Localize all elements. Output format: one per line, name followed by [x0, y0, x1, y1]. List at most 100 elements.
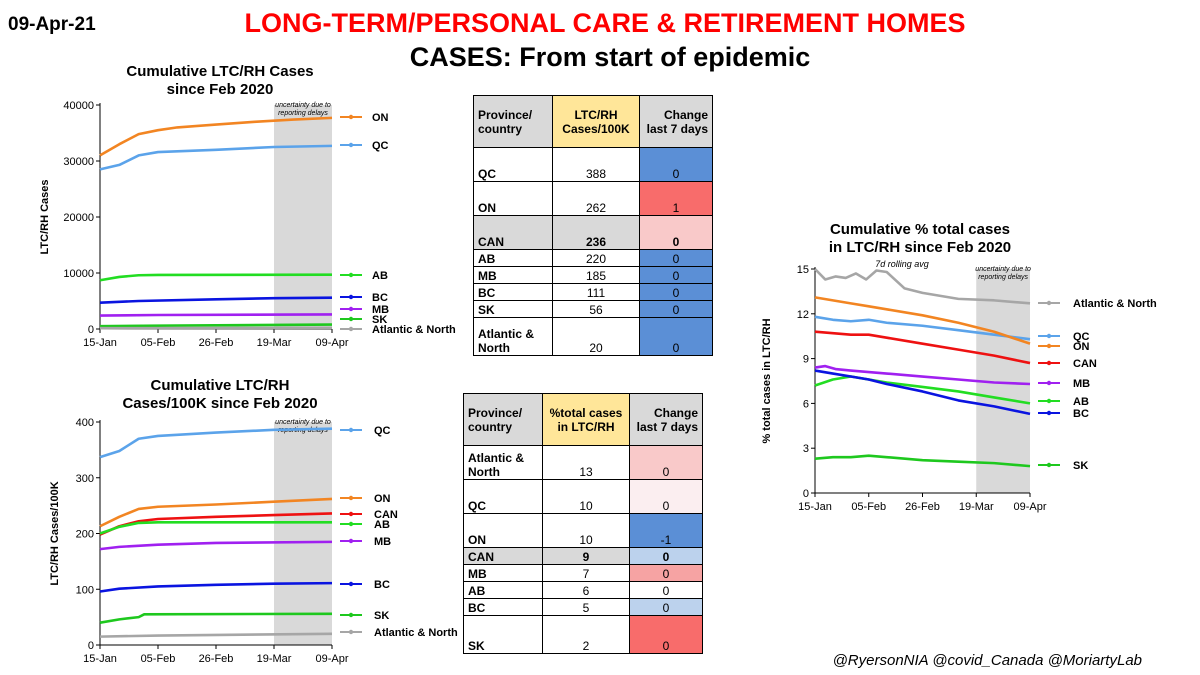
chart3-series-sk	[814, 454, 1031, 468]
chart2-plot: uncertainty due to reporting delays 0 100 20…	[49, 417, 458, 665]
chart3-legend-label: AB	[1073, 396, 1089, 408]
table1-header-cell: Province/ country	[473, 95, 553, 148]
chart1-x-tick-label: 05-Feb	[141, 337, 176, 349]
main-subtitle: CASES: From start of epidemic	[409, 42, 811, 72]
chart3-legend-marker	[1046, 343, 1052, 349]
table2-cell-name: Atlantic & North	[463, 445, 543, 480]
table1-header-cell: LTC/RH Cases/100K	[552, 95, 640, 148]
table1-cell-value: 185	[552, 266, 640, 284]
chart1-y-tick-label: 40000	[63, 100, 94, 112]
table2-cell-name: SK	[463, 615, 543, 654]
table1-cell-change: 0	[639, 215, 713, 250]
table2-cell-value: 13	[542, 445, 630, 480]
table1-row: CAN 236 0	[473, 215, 713, 250]
table1-header-cell: Change last 7 days	[639, 95, 713, 148]
chart3-legend-marker	[1046, 462, 1052, 468]
chart2-legend-marker	[348, 538, 354, 544]
chart2-legend-label: MB	[374, 536, 391, 548]
chart3-legend-marker	[1046, 360, 1052, 366]
table2-cell-value: 2	[542, 615, 630, 654]
table1-cell-name: SK	[473, 300, 553, 318]
table1-header-row: Province/ country LTC/RH Cases/100K Change…	[473, 95, 713, 148]
chart3-y-tick-label: 12	[797, 309, 809, 321]
table1-cell-value: 220	[552, 249, 640, 267]
table2-cell-name: BC	[463, 598, 543, 616]
chart1-series-ab	[99, 273, 333, 282]
table2-row: SK 2 0	[463, 615, 703, 654]
table1-cell-name: QC	[473, 147, 553, 182]
table2-header-cell: Change last 7 days	[629, 393, 703, 446]
chart3-series-can	[814, 330, 1031, 365]
chart1-title: Cumulative LTC/RH Cases since Feb 2020	[100, 63, 340, 99]
table-cases-per-100k: Province/ country LTC/RH Cases/100K Change…	[473, 95, 713, 356]
chart2-series-bc	[99, 581, 333, 593]
chart3-series-mb	[814, 364, 1031, 386]
table2-header-cell: Province/ country	[463, 393, 543, 446]
chart3-x-tick-label: 05-Feb	[851, 501, 886, 513]
table1-cell-change: 0	[639, 300, 713, 318]
table1-row: Atlantic & North 20 0	[473, 317, 713, 356]
table2-cell-value: 5	[542, 598, 630, 616]
chart2-y-tick-label: 100	[76, 584, 94, 596]
table2-row: BC 5 0	[463, 598, 703, 616]
chart3-x-tick-label: 26-Feb	[905, 501, 940, 513]
table1-cell-name: AB	[473, 249, 553, 267]
chart3-legend-marker	[1046, 300, 1052, 306]
chart1-series-qc	[99, 144, 333, 171]
chart2-series-atlantic-north	[99, 632, 333, 638]
chart2-legend-marker	[348, 629, 354, 635]
table-percent-total-cases: Province/ country %total cases in LTC/RH C…	[463, 393, 703, 654]
chart1-legend-label: ON	[372, 112, 389, 124]
table2-cell-change: 0	[629, 445, 703, 480]
chart2-y-tick-label: 400	[76, 417, 94, 429]
chart2-series-ab	[99, 521, 332, 535]
table1-row: QC 388 0	[473, 147, 713, 182]
table2-cell-change: 0	[629, 615, 703, 654]
chart3-legend-label: Atlantic & North	[1073, 298, 1157, 310]
chart3-title: Cumulative % total cases in LTC/RH since…	[790, 221, 1050, 257]
chart3-x-tick-label: 19-Mar	[959, 501, 994, 513]
chart2-legend-marker	[348, 581, 354, 587]
table1-cell-value: 111	[552, 283, 640, 301]
table1-cell-value: 262	[552, 181, 640, 216]
chart1-legend-label: QC	[372, 140, 389, 152]
chart1-series-on	[99, 116, 333, 157]
chart2-legend-label: Atlantic & North	[374, 627, 458, 639]
chart1-uncertainty-region	[274, 105, 332, 329]
table2-row: ON 10 -1	[463, 513, 703, 548]
table1-cell-value: 236	[552, 215, 640, 250]
table2-cell-change: 0	[629, 547, 703, 565]
chart3-legend-label: BC	[1073, 408, 1089, 420]
chart2-x-tick-label: 05-Feb	[141, 653, 176, 665]
chart1-series-mb	[99, 313, 333, 317]
chart2-legend-label: BC	[374, 579, 390, 591]
chart3-y-tick-label: 15	[797, 264, 809, 276]
table1-cell-name: ON	[473, 181, 553, 216]
table2-row: AB 6 0	[463, 581, 703, 599]
chart3-y-tick-label: 3	[803, 443, 809, 455]
table1-row: BC 111 0	[473, 283, 713, 301]
table2-cell-name: MB	[463, 564, 543, 582]
chart2-y-axis-label: LTC/RH Cases/100K	[49, 481, 61, 585]
table1-row: ON 262 1	[473, 181, 713, 216]
chart3-series-on	[814, 296, 1031, 345]
chart3-y-tick-label: 6	[803, 398, 809, 410]
table2-cell-change: -1	[629, 513, 703, 548]
table2-row: Atlantic & North 13 0	[463, 445, 703, 480]
chart1-legend-label: SK	[372, 314, 387, 326]
chart3-x-tick-label: 09-Apr	[1013, 501, 1046, 513]
table1-row: AB 220 0	[473, 249, 713, 267]
chart3-title-line2: in LTC/RH since Feb 2020	[828, 239, 1012, 256]
chart3-series-ab	[814, 375, 1031, 405]
chart2-uncertainty-label: uncertainty due to reporting delays	[275, 419, 331, 434]
chart1-uncertainty-label: uncertainty due to reporting delays	[275, 102, 331, 117]
chart3-series-qc	[814, 315, 1031, 341]
chart1-legend-marker	[348, 294, 354, 300]
chart3-y-tick-label: 0	[803, 488, 809, 500]
table1-cell-name: MB	[473, 266, 553, 284]
table2-row: QC 10 0	[463, 479, 703, 514]
chart1-legend-marker	[348, 142, 354, 148]
table2-header-cell: %total cases in LTC/RH	[542, 393, 630, 446]
chart2-legend-marker	[348, 612, 354, 618]
chart3-legend-label: QC	[1073, 331, 1090, 343]
